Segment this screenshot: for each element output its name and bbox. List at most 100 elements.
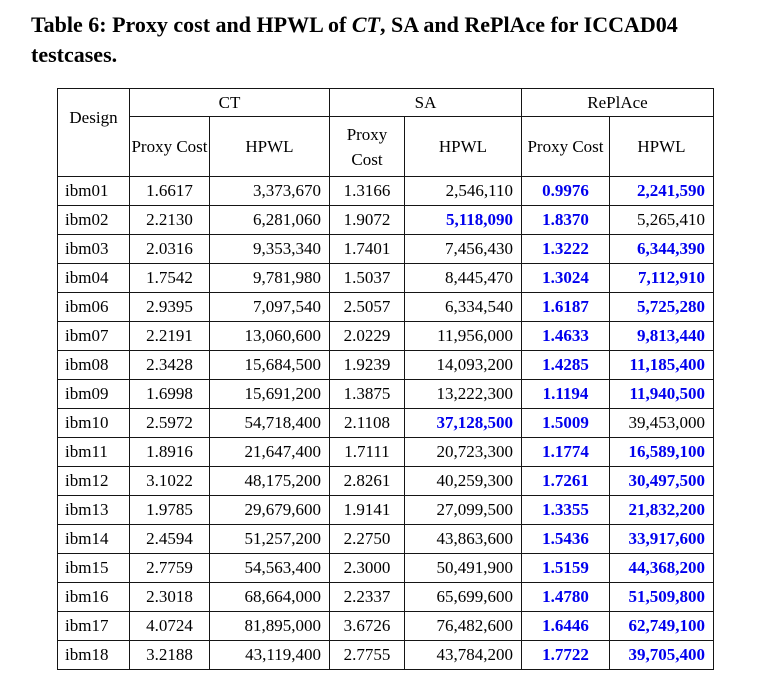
proxy-cost-cell: 1.1774 bbox=[521, 437, 610, 467]
hpwl-cell: 8,445,470 bbox=[404, 263, 522, 293]
hpwl-cell: 51,509,800 bbox=[609, 582, 714, 612]
proxy-cost-cell: 2.7759 bbox=[129, 553, 210, 583]
table-row: ibm10 2.5972 54,718,400 2.1108 37,128,500 1.5… bbox=[57, 408, 714, 438]
design-cell: ibm17 bbox=[57, 611, 130, 641]
design-cell: ibm18 bbox=[57, 640, 130, 670]
hpwl-cell: 5,118,090 bbox=[404, 205, 522, 235]
proxy-cost-cell: 1.7401 bbox=[329, 234, 405, 264]
hpwl-cell: 76,482,600 bbox=[404, 611, 522, 641]
proxy-cost-cell: 2.3000 bbox=[329, 553, 405, 583]
hpwl-cell: 51,257,200 bbox=[209, 524, 330, 554]
proxy-cost-cell: 2.5972 bbox=[129, 408, 210, 438]
proxy-cost-cell: 2.2130 bbox=[129, 205, 210, 235]
hpwl-cell: 2,546,110 bbox=[404, 176, 522, 206]
table-row: ibm15 2.7759 54,563,400 2.3000 50,491,900 1.5… bbox=[57, 553, 714, 583]
table-row: ibm16 2.3018 68,664,000 2.2337 65,699,600 1.4… bbox=[57, 582, 714, 612]
group-header-ct: CT bbox=[129, 88, 330, 117]
proxy-cost-cell: 1.1194 bbox=[521, 379, 610, 409]
proxy-cost-cell: 1.5037 bbox=[329, 263, 405, 293]
hpwl-cell: 21,832,200 bbox=[609, 495, 714, 525]
subheader-replace-hpwl: HPWL bbox=[609, 116, 714, 177]
hpwl-cell: 50,491,900 bbox=[404, 553, 522, 583]
caption-text-before: Table 6: Proxy cost and HPWL of bbox=[31, 12, 352, 37]
proxy-cost-cell: 1.5436 bbox=[521, 524, 610, 554]
hpwl-cell: 9,781,980 bbox=[209, 263, 330, 293]
design-cell: ibm02 bbox=[57, 205, 130, 235]
table-row: ibm17 4.0724 81,895,000 3.6726 76,482,600 1.6… bbox=[57, 611, 714, 641]
hpwl-cell: 62,749,100 bbox=[609, 611, 714, 641]
hpwl-cell: 9,813,440 bbox=[609, 321, 714, 351]
group-header-row: Design CT SA RePlAce bbox=[57, 88, 714, 177]
hpwl-cell: 43,784,200 bbox=[404, 640, 522, 670]
design-cell: ibm15 bbox=[57, 553, 130, 583]
caption-ct-italic: CT bbox=[351, 12, 380, 37]
hpwl-cell: 13,060,600 bbox=[209, 321, 330, 351]
hpwl-cell: 3,373,670 bbox=[209, 176, 330, 206]
hpwl-cell: 21,647,400 bbox=[209, 437, 330, 467]
design-cell: ibm09 bbox=[57, 379, 130, 409]
proxy-cost-cell: 3.6726 bbox=[329, 611, 405, 641]
table-row: ibm02 2.2130 6,281,060 1.9072 5,118,090 1.837… bbox=[57, 205, 714, 235]
hpwl-cell: 14,093,200 bbox=[404, 350, 522, 380]
design-cell: ibm12 bbox=[57, 466, 130, 496]
subheader-sa-hpwl: HPWL bbox=[404, 116, 522, 177]
proxy-cost-cell: 2.2337 bbox=[329, 582, 405, 612]
table-header: Design CT SA RePlAce Proxy Cost HPWL Pro… bbox=[57, 88, 714, 177]
design-cell: ibm10 bbox=[57, 408, 130, 438]
proxy-cost-cell: 2.7755 bbox=[329, 640, 405, 670]
proxy-cost-cell: 1.6617 bbox=[129, 176, 210, 206]
design-cell: ibm03 bbox=[57, 234, 130, 264]
proxy-cost-cell: 1.7261 bbox=[521, 466, 610, 496]
hpwl-cell: 68,664,000 bbox=[209, 582, 330, 612]
hpwl-cell: 54,718,400 bbox=[209, 408, 330, 438]
proxy-cost-cell: 1.3355 bbox=[521, 495, 610, 525]
hpwl-cell: 11,185,400 bbox=[609, 350, 714, 380]
hpwl-cell: 5,265,410 bbox=[609, 205, 714, 235]
hpwl-cell: 15,684,500 bbox=[209, 350, 330, 380]
table-row: ibm11 1.8916 21,647,400 1.7111 20,723,300 1.1… bbox=[57, 437, 714, 467]
table-row: ibm14 2.4594 51,257,200 2.2750 43,863,600 1.5… bbox=[57, 524, 714, 554]
proxy-cost-cell: 2.5057 bbox=[329, 292, 405, 322]
hpwl-cell: 39,453,000 bbox=[609, 408, 714, 438]
proxy-cost-cell: 0.9976 bbox=[521, 176, 610, 206]
hpwl-cell: 15,691,200 bbox=[209, 379, 330, 409]
proxy-cost-cell: 1.6446 bbox=[521, 611, 610, 641]
design-cell: ibm08 bbox=[57, 350, 130, 380]
design-cell: ibm01 bbox=[57, 176, 130, 206]
group-header-replace: RePlAce bbox=[521, 88, 714, 117]
hpwl-cell: 2,241,590 bbox=[609, 176, 714, 206]
subheader-replace-proxy: Proxy Cost bbox=[521, 116, 610, 177]
header-design-label: Design bbox=[69, 107, 118, 127]
proxy-cost-cell: 1.7111 bbox=[329, 437, 405, 467]
design-cell: ibm07 bbox=[57, 321, 130, 351]
hpwl-cell: 11,940,500 bbox=[609, 379, 714, 409]
proxy-cost-cell: 1.4285 bbox=[521, 350, 610, 380]
proxy-cost-cell: 1.9072 bbox=[329, 205, 405, 235]
proxy-cost-cell: 4.0724 bbox=[129, 611, 210, 641]
hpwl-cell: 81,895,000 bbox=[209, 611, 330, 641]
proxy-cost-cell: 1.4780 bbox=[521, 582, 610, 612]
design-cell: ibm13 bbox=[57, 495, 130, 525]
group-header-sa: SA bbox=[329, 88, 522, 117]
design-cell: ibm04 bbox=[57, 263, 130, 293]
table-row: ibm06 2.9395 7,097,540 2.5057 6,334,540 1.618… bbox=[57, 292, 714, 322]
proxy-cost-cell: 2.2750 bbox=[329, 524, 405, 554]
hpwl-cell: 16,589,100 bbox=[609, 437, 714, 467]
subheader-ct-proxy: Proxy Cost bbox=[129, 116, 210, 177]
hpwl-cell: 11,956,000 bbox=[404, 321, 522, 351]
proxy-cost-cell: 2.2191 bbox=[129, 321, 210, 351]
hpwl-cell: 65,699,600 bbox=[404, 582, 522, 612]
proxy-cost-cell: 1.8370 bbox=[521, 205, 610, 235]
design-cell: ibm11 bbox=[57, 437, 130, 467]
proxy-cost-cell: 1.3222 bbox=[521, 234, 610, 264]
hpwl-cell: 7,112,910 bbox=[609, 263, 714, 293]
caption-text-after: , SA and RePlAce for ICCAD04 testcases. bbox=[31, 12, 678, 67]
table-row: ibm08 2.3428 15,684,500 1.9239 14,093,200 1.4… bbox=[57, 350, 714, 380]
table-row: ibm13 1.9785 29,679,600 1.9141 27,099,500 1.3… bbox=[57, 495, 714, 525]
proxy-cost-cell: 1.6187 bbox=[521, 292, 610, 322]
proxy-cost-cell: 1.3024 bbox=[521, 263, 610, 293]
hpwl-cell: 7,097,540 bbox=[209, 292, 330, 322]
hpwl-cell: 9,353,340 bbox=[209, 234, 330, 264]
proxy-cost-cell: 2.3018 bbox=[129, 582, 210, 612]
proxy-cost-cell: 1.5159 bbox=[521, 553, 610, 583]
